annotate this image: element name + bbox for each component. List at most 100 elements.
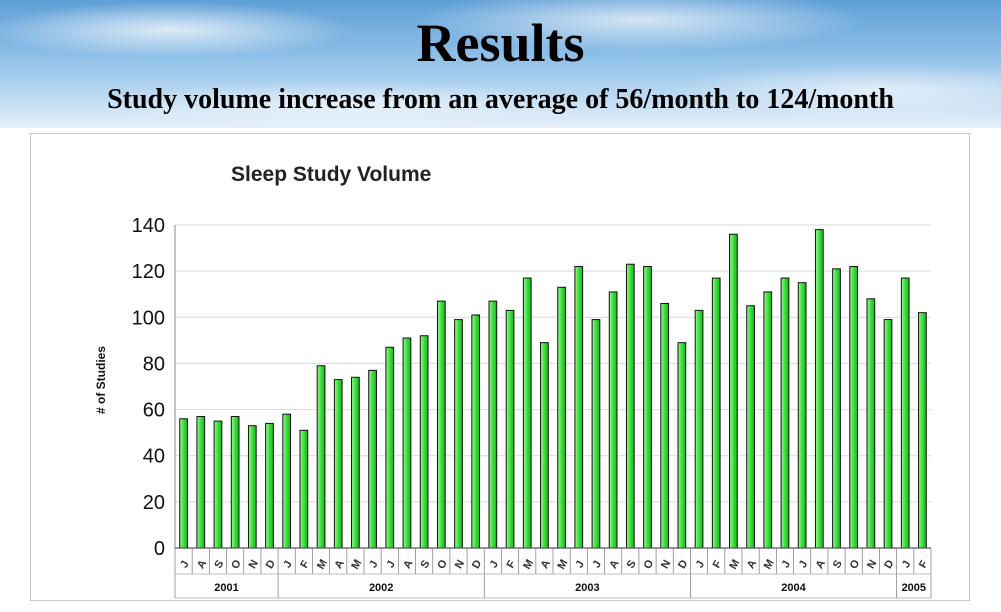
- x-tick-label: N: [659, 558, 673, 571]
- bar: [608, 291, 618, 549]
- bar: [385, 346, 395, 549]
- x-tick-label: M: [556, 558, 571, 572]
- bar: [883, 319, 893, 549]
- x-tick-label: N: [453, 558, 467, 571]
- x-tick-label: S: [625, 558, 639, 570]
- bar: [677, 342, 687, 549]
- bar: [522, 277, 532, 549]
- bar: [918, 312, 927, 549]
- bar: [540, 342, 549, 549]
- bar: [368, 369, 377, 549]
- x-tick-label: J: [488, 559, 501, 570]
- y-tick-label: 120: [132, 261, 165, 283]
- bar: [849, 266, 859, 549]
- x-tick-label: S: [831, 558, 845, 570]
- bar: [591, 319, 601, 549]
- bar: [900, 277, 910, 549]
- y-tick-label: 0: [154, 538, 165, 560]
- bar: [419, 335, 429, 549]
- x-tick-label: M: [762, 558, 777, 572]
- x-tick-label: D: [264, 558, 278, 571]
- bar: [265, 422, 274, 549]
- x-tick-label: A: [814, 558, 828, 571]
- sky-header-background: [0, 0, 1001, 128]
- x-tick-label: S: [212, 558, 226, 570]
- bar: [351, 376, 360, 549]
- bar: [711, 277, 721, 549]
- x-tick-label: J: [900, 559, 913, 570]
- bar: [213, 420, 223, 549]
- bar: [179, 418, 188, 549]
- bar: [402, 337, 412, 549]
- bar: [797, 282, 807, 549]
- chart-title: Sleep Study Volume: [231, 163, 431, 186]
- x-tick-label: O: [848, 557, 863, 571]
- bar: [316, 365, 326, 549]
- bar: [282, 413, 292, 549]
- x-tick-label: A: [401, 558, 415, 571]
- bar: [746, 305, 755, 549]
- x-tick-label: M: [727, 558, 742, 572]
- bar: [763, 291, 773, 549]
- x-tick-label: A: [607, 558, 621, 571]
- x-tick-label: A: [745, 558, 759, 571]
- x-tick-label: F: [298, 558, 312, 570]
- bar: [574, 266, 584, 549]
- x-tick-label: J: [780, 559, 793, 570]
- year-label: 2003: [575, 582, 599, 594]
- bar: [814, 229, 824, 549]
- x-tick-label: F: [711, 558, 725, 570]
- bar: [625, 263, 635, 549]
- bar: [557, 286, 566, 549]
- year-label: 2004: [781, 582, 806, 594]
- bar: [333, 379, 343, 549]
- chart-panel: Sleep Study Volume # of Studies 0 20 40 60 8…: [30, 133, 970, 601]
- y-tick-label: 100: [132, 307, 165, 329]
- x-tick-label: M: [349, 558, 364, 572]
- bar: [471, 314, 481, 549]
- x-tick-label: J: [797, 559, 810, 570]
- x-tick-label: O: [435, 557, 450, 571]
- y-tick-label: 40: [143, 446, 165, 468]
- y-axis-label: # of Studies: [94, 346, 108, 414]
- x-tick-label: J: [384, 559, 397, 570]
- x-tick-label: A: [195, 558, 209, 571]
- slide-title: Results: [416, 13, 585, 73]
- bar: [505, 309, 515, 549]
- x-tick-label: J: [573, 559, 586, 570]
- x-tick-label: N: [247, 558, 261, 571]
- x-tick-label: A: [332, 558, 346, 571]
- x-tick-label: J: [591, 559, 604, 570]
- bar: [694, 309, 704, 549]
- x-tick-label: D: [676, 558, 690, 571]
- x-tick-label: J: [367, 559, 380, 570]
- bar: [436, 300, 446, 549]
- year-label: 2002: [369, 582, 393, 594]
- year-label: 2001: [214, 582, 238, 594]
- x-tick-label: M: [521, 558, 536, 572]
- x-tick-label: O: [642, 557, 657, 571]
- bar: [230, 415, 240, 549]
- x-tick-label: F: [917, 558, 931, 570]
- y-tick-label: 20: [143, 492, 165, 514]
- x-tick-label: J: [178, 559, 191, 570]
- x-tick-label: O: [229, 557, 244, 571]
- bar: [454, 319, 463, 549]
- x-tick-label: J: [694, 559, 707, 570]
- bar: [866, 298, 876, 549]
- x-tick-label: D: [882, 558, 896, 571]
- bar: [196, 415, 206, 549]
- y-tick-label: 60: [143, 400, 165, 422]
- bar: [780, 277, 790, 549]
- x-tick-label: N: [865, 558, 879, 571]
- y-tick-label: 140: [132, 215, 165, 237]
- x-tick-label: M: [315, 558, 330, 572]
- year-label: 2005: [902, 582, 926, 594]
- bar: [488, 300, 498, 549]
- bar: [247, 425, 257, 549]
- slide-subtitle: Study volume increase from an average of…: [107, 84, 894, 115]
- x-tick-label: J: [281, 559, 294, 570]
- bar: [832, 268, 841, 549]
- x-tick-label: D: [470, 558, 484, 571]
- x-tick-label: A: [539, 558, 553, 571]
